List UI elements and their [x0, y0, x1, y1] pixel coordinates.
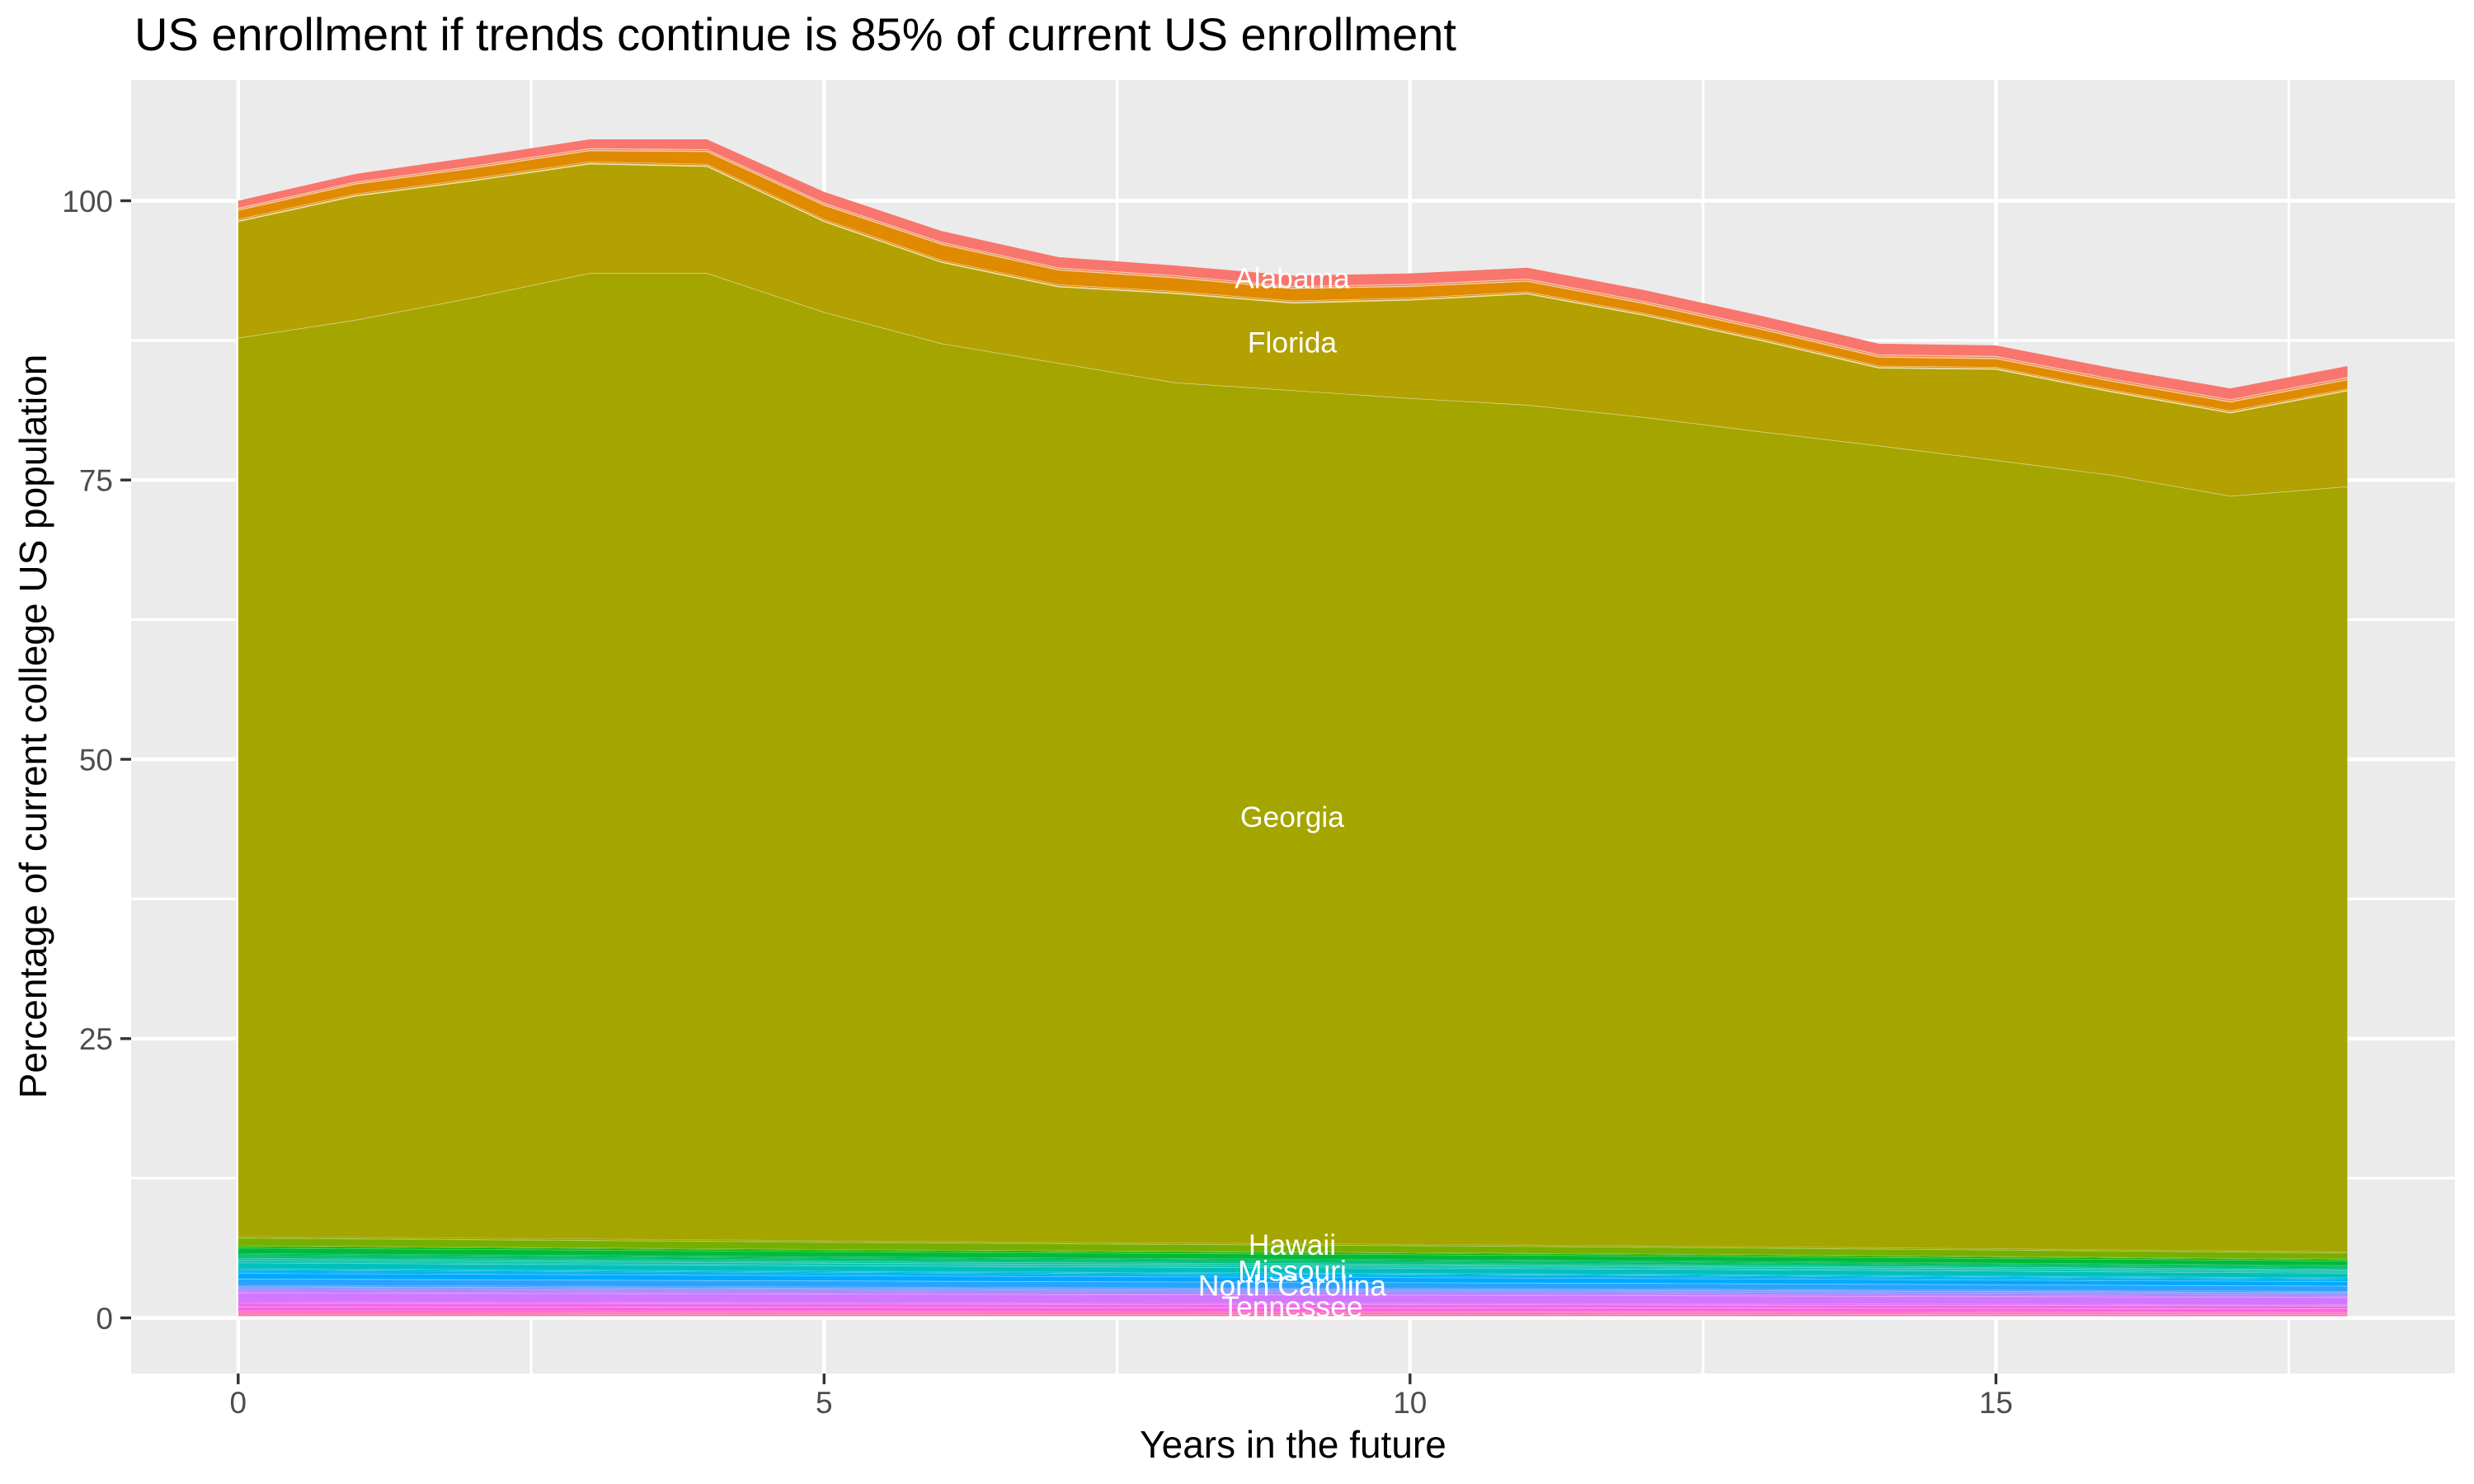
svg-text:75: 75	[79, 464, 113, 498]
svg-text:US enrollment if trends contin: US enrollment if trends continue is 85% …	[134, 8, 1456, 60]
svg-text:Hawaii: Hawaii	[1249, 1228, 1336, 1261]
svg-text:10: 10	[1393, 1386, 1427, 1420]
svg-text:Georgia: Georgia	[1240, 801, 1344, 834]
svg-text:0: 0	[230, 1386, 247, 1420]
svg-text:15: 15	[1979, 1386, 2013, 1420]
svg-text:50: 50	[79, 743, 113, 777]
svg-text:Alabama: Alabama	[1235, 261, 1350, 294]
svg-text:Florida: Florida	[1248, 326, 1337, 359]
svg-text:100: 100	[62, 185, 113, 218]
svg-text:Tennessee: Tennessee	[1221, 1290, 1362, 1323]
svg-text:Years in the future: Years in the future	[1140, 1423, 1446, 1466]
svg-text:0: 0	[96, 1302, 113, 1336]
svg-text:Percentage of current college: Percentage of current college US populat…	[12, 355, 54, 1099]
svg-text:Missouri: Missouri	[1238, 1255, 1347, 1288]
svg-text:North Carolina: North Carolina	[1198, 1270, 1386, 1303]
svg-text:5: 5	[816, 1386, 833, 1420]
svg-text:25: 25	[79, 1022, 113, 1056]
